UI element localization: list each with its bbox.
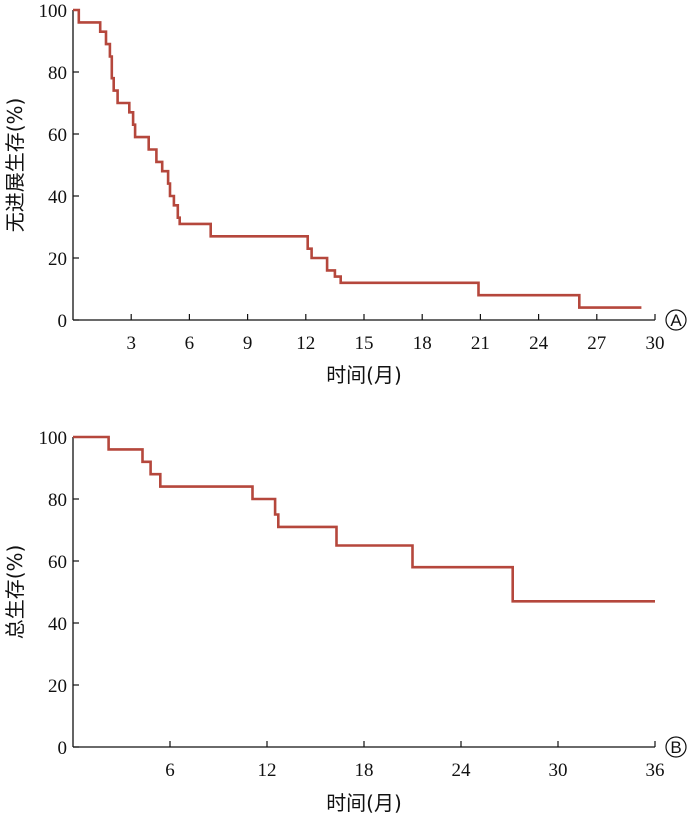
panel-a-y-tick-label: 100 bbox=[39, 1, 68, 22]
panel-b-x-axis-label: 时间(月) bbox=[326, 791, 402, 815]
panel-a-x-tick-label: 24 bbox=[529, 333, 549, 354]
panel-a-x-tick-label: 27 bbox=[587, 333, 606, 354]
panel-a: 0 20 40 60 80 100 3 6 9 12 15 18 21 24 27 30 时间(月) 无进展… bbox=[3, 1, 687, 387]
panel-b-y-tick-label: 40 bbox=[48, 614, 67, 635]
panel-a-x-tick-label: 6 bbox=[185, 333, 195, 354]
panel-b-series bbox=[73, 435, 655, 603]
panel-a-letter: A bbox=[670, 311, 682, 330]
panel-a-survival-curve bbox=[73, 8, 642, 309]
panel-b: 0 20 40 60 80 100 6 12 18 24 30 36 时间(月) 总生存(%) B bbox=[3, 428, 687, 815]
panel-b-y-ticks: 0 20 40 60 80 100 bbox=[39, 428, 79, 759]
panel-a-x-tick-label: 21 bbox=[471, 333, 490, 354]
panel-a-axes bbox=[72, 10, 655, 321]
panel-b-x-tick-label: 30 bbox=[549, 760, 568, 781]
panel-a-y-ticks: 0 20 40 60 80 100 bbox=[39, 1, 79, 332]
panel-b-y-tick-label: 0 bbox=[58, 738, 68, 759]
panel-b-x-tick-label: 6 bbox=[165, 760, 175, 781]
panel-a-x-tick-label: 18 bbox=[413, 333, 432, 354]
panel-a-x-ticks: 3 6 9 12 15 18 21 24 27 30 bbox=[126, 314, 665, 354]
panel-b-x-tick-label: 18 bbox=[355, 760, 374, 781]
panel-a-letter-circle bbox=[665, 309, 687, 331]
panel-b-x-ticks: 6 12 18 24 30 36 bbox=[165, 741, 665, 781]
panel-a-x-tick-label: 9 bbox=[243, 333, 253, 354]
panel-a-y-tick-label: 20 bbox=[48, 249, 67, 270]
panel-b-y-axis-label: 总生存(%) bbox=[3, 545, 27, 640]
panel-b-x-tick-label: 12 bbox=[258, 760, 277, 781]
panel-b-survival-curve bbox=[73, 435, 655, 603]
panel-a-x-tick-label: 30 bbox=[646, 333, 665, 354]
panel-b-y-tick-label: 80 bbox=[48, 490, 67, 511]
panel-a-x-tick-label: 12 bbox=[296, 333, 315, 354]
panel-b-y-tick-label: 100 bbox=[39, 428, 68, 449]
panel-a-series bbox=[73, 8, 642, 309]
panel-b-letter-circle bbox=[665, 736, 687, 758]
panel-a-x-tick-label: 15 bbox=[355, 333, 374, 354]
panel-b-y-tick-label: 20 bbox=[48, 676, 67, 697]
panel-a-x-tick-label: 3 bbox=[126, 333, 136, 354]
panel-a-y-axis-label: 无进展生存(%) bbox=[3, 98, 27, 233]
panel-b-letter-badge: B bbox=[665, 736, 687, 758]
panel-b-x-tick-label: 36 bbox=[646, 760, 665, 781]
panel-b-y-tick-label: 60 bbox=[48, 552, 67, 573]
panel-a-letter-badge: A bbox=[665, 309, 687, 331]
panel-b-letter: B bbox=[670, 738, 681, 757]
panel-a-y-tick-label: 0 bbox=[58, 311, 68, 332]
panel-a-x-axis-label: 时间(月) bbox=[326, 363, 402, 387]
panel-a-y-tick-label: 60 bbox=[48, 125, 67, 146]
panel-b-x-tick-label: 24 bbox=[452, 760, 472, 781]
panel-a-y-tick-label: 40 bbox=[48, 187, 67, 208]
panel-a-y-tick-label: 80 bbox=[48, 63, 67, 84]
